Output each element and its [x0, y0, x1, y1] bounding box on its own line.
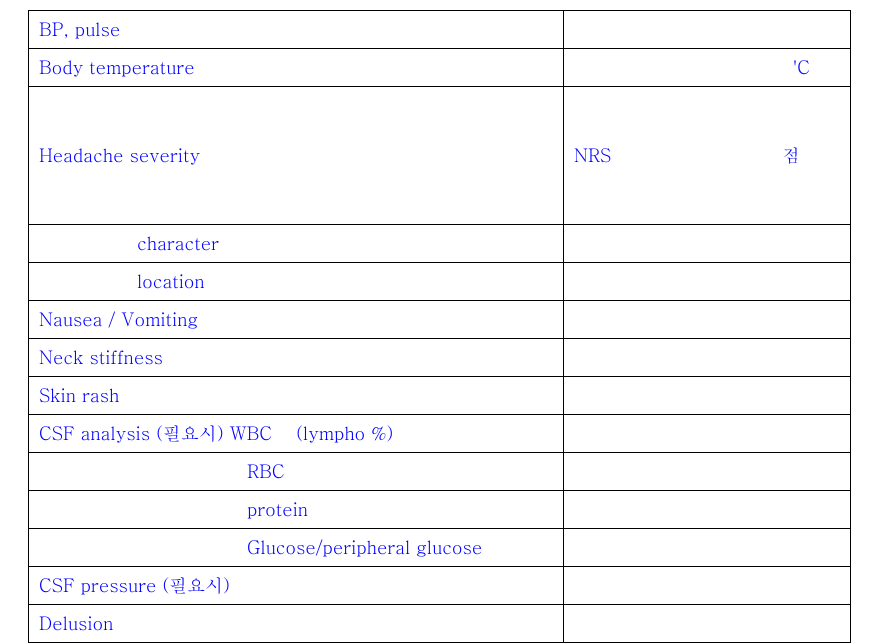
table-row: Nausea / Vomiting [29, 301, 851, 339]
row-value [564, 529, 851, 567]
table-row: CSF analysis (필요시) WBC (lympho %) [29, 415, 851, 453]
table-row: character [29, 225, 851, 263]
row-label: RBC [29, 453, 564, 491]
row-label: CSF analysis (필요시) WBC (lympho %) [29, 415, 564, 453]
row-label: Skin rash [29, 377, 564, 415]
row-label: BP, pulse [29, 11, 564, 49]
row-value [564, 415, 851, 453]
table-row: protein [29, 491, 851, 529]
row-value: 'C [564, 49, 851, 87]
row-value [564, 225, 851, 263]
row-label: protein [29, 491, 564, 529]
row-value [564, 301, 851, 339]
table-row: location [29, 263, 851, 301]
row-value [564, 263, 851, 301]
row-label: Headache severity [29, 87, 564, 225]
table-row: Glucose/peripheral glucose [29, 529, 851, 567]
table-row: Skin rash [29, 377, 851, 415]
table-row: Neck stiffness [29, 339, 851, 377]
row-label: Neck stiffness [29, 339, 564, 377]
table-body: BP, pulse Body temperature 'C Headache s… [29, 11, 851, 643]
row-value [564, 339, 851, 377]
row-label: Glucose/peripheral glucose [29, 529, 564, 567]
row-value [564, 11, 851, 49]
table-row: Headache severity NRS 점 [29, 87, 851, 225]
row-value [564, 377, 851, 415]
row-value [564, 567, 851, 605]
table-row: RBC [29, 453, 851, 491]
row-label: character [29, 225, 564, 263]
value-left: NRS [574, 143, 611, 168]
row-value [564, 491, 851, 529]
row-label: Nausea / Vomiting [29, 301, 564, 339]
table-row: BP, pulse [29, 11, 851, 49]
table-row: Body temperature 'C [29, 49, 851, 87]
row-value [564, 605, 851, 643]
value-right: 'C [793, 55, 810, 80]
value-right: 점 [782, 143, 800, 168]
clinical-data-table: BP, pulse Body temperature 'C Headache s… [28, 10, 851, 643]
row-label: CSF pressure (필요시) [29, 567, 564, 605]
row-value: NRS 점 [564, 87, 851, 225]
row-value [564, 453, 851, 491]
row-label: location [29, 263, 564, 301]
table-row: CSF pressure (필요시) [29, 567, 851, 605]
page: BP, pulse Body temperature 'C Headache s… [0, 0, 879, 591]
row-label: Delusion [29, 605, 564, 643]
table-row: Delusion [29, 605, 851, 643]
row-label: Body temperature [29, 49, 564, 87]
